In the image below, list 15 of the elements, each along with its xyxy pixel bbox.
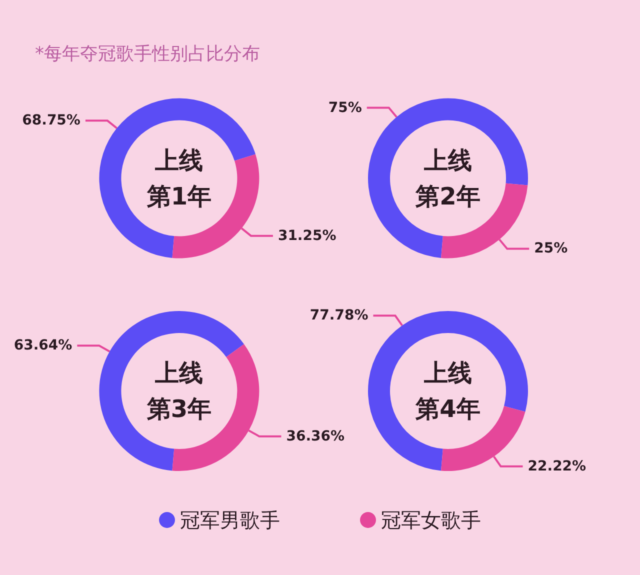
slice-label: 上线第3年 [146,359,212,423]
data-label: 36.36% [286,428,345,444]
chart-title: *每年夺冠歌手性别占比分布 [35,44,260,64]
legend-label: 冠军男歌手 [180,508,280,532]
slice-label: 上线第1年 [146,146,212,210]
slice-label: 上线第4年 [414,359,480,423]
data-label: 22.22% [528,458,586,474]
slice-label: 上线第2年 [414,146,480,210]
legend-label: 冠军女歌手 [381,508,481,532]
data-label: 63.64% [14,338,72,354]
data-label: 68.75% [22,112,80,129]
data-label: 31.25% [278,228,336,244]
data-label: 75% [328,100,362,116]
data-label: 25% [534,240,568,257]
data-label: 77.78% [310,308,368,324]
